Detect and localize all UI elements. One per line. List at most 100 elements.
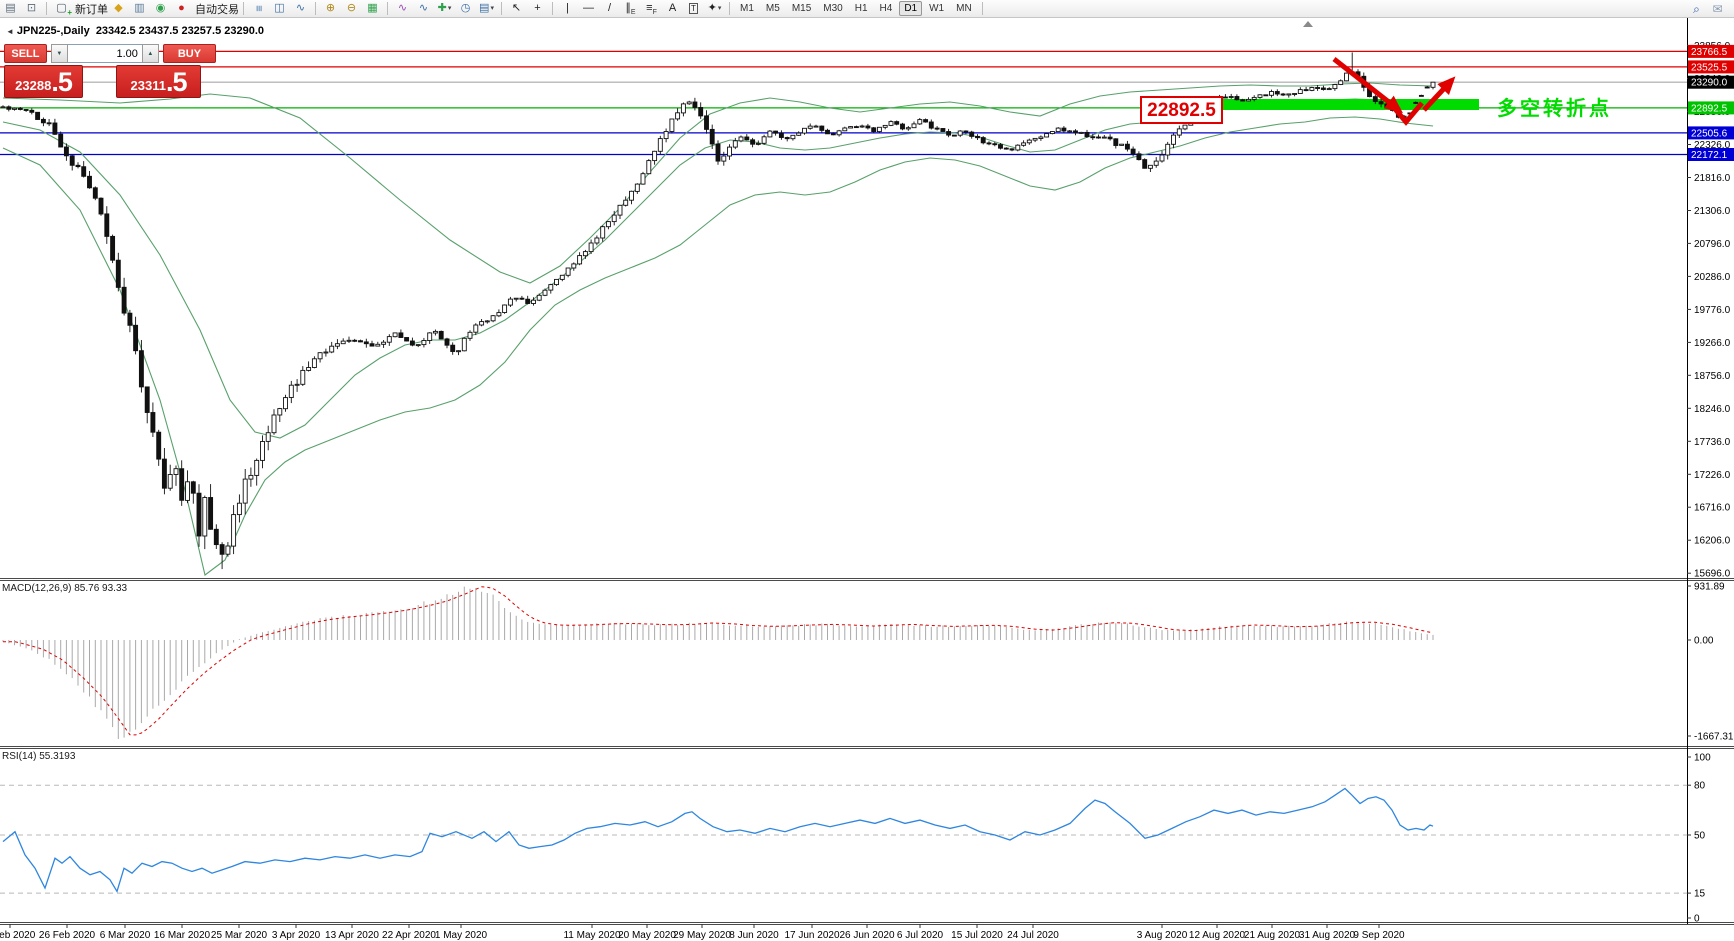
- price-tag: [1688, 148, 1734, 161]
- support-band-annotation[interactable]: [1222, 99, 1479, 110]
- chart-zoom-icon[interactable]: ⊡: [26, 2, 37, 14]
- cursor-icon[interactable]: ↖: [511, 2, 522, 14]
- buy-button[interactable]: BUY: [162, 44, 216, 63]
- toolbar-separator: [501, 2, 502, 15]
- volume-input[interactable]: [67, 44, 142, 63]
- terminal-window-icon[interactable]: ▤: [5, 2, 16, 14]
- chart-symbol-period: JPN225-,Daily: [16, 25, 90, 37]
- search-icon[interactable]: ⌕: [1693, 1, 1700, 16]
- date-label: 16 Mar 2020: [154, 930, 211, 941]
- indicators-icon[interactable]: ∿: [397, 2, 408, 14]
- chart-shift-marker[interactable]: [1303, 21, 1313, 27]
- market-watch-icon[interactable]: ▥: [134, 2, 145, 14]
- price-tag-label: 22892.5: [1691, 103, 1728, 114]
- price-annotation-box[interactable]: 22892.5: [1140, 96, 1223, 124]
- sell-price-int: 23288: [15, 78, 52, 93]
- new-order-icon[interactable]: ▢ +: [56, 2, 72, 17]
- horizontal-line-icon[interactable]: —: [583, 2, 594, 14]
- price-scale-label: 19266.0: [1694, 338, 1731, 349]
- price-tag-label: 23525.5: [1691, 62, 1728, 73]
- autotrading-icon-label[interactable]: 自动交易: [195, 3, 239, 16]
- volume-decrease-button[interactable]: ▼: [50, 44, 68, 63]
- equidistant-channel-icon[interactable]: ∥ E: [625, 2, 636, 17]
- macd-scale-label: 931.89: [1694, 582, 1725, 593]
- macd-scale-label: -1667.31: [1694, 732, 1734, 743]
- toolbar: ▤ ⊡ ▢ + 新订单 ◆ ▥ ◉ ● 自动交易 ≡ ◫ ∿ ⊕ ⊖ ▦ ∿ ∿ ✚ ▾ ◷ ▤ ▾ ↖ + | — / ∥ E ≡ F A T ✦…: [0, 0, 1734, 18]
- date-label: 3 Apr 2020: [272, 930, 321, 941]
- rsi-line: [2, 787, 1434, 893]
- price-tag: [1688, 126, 1734, 140]
- rsi-scale: 100 80 50 15 0: [1687, 753, 1711, 925]
- period-icon[interactable]: ◷: [460, 2, 471, 14]
- signal-icon[interactable]: ◉: [155, 2, 166, 14]
- new-order-icon-label[interactable]: 新订单: [75, 3, 108, 16]
- check-annotation: [1388, 101, 1424, 126]
- date-label: 11 May 2020: [563, 930, 621, 941]
- toolbar-separator: [981, 2, 983, 15]
- price-tags: 23766.5 23525.5 23290.0 22892.5 22505.6 22172…: [1688, 44, 1734, 161]
- macd-scale-label: 0.00: [1694, 636, 1714, 647]
- rsi-layer: [0, 784, 1687, 894]
- shapes-icon[interactable]: ✦ ▾: [707, 2, 722, 14]
- bar-chart-icon[interactable]: ≡: [252, 5, 265, 12]
- toolbar-separator: [315, 2, 316, 15]
- turning-point-annotation[interactable]: 多空转折点: [1497, 98, 1612, 120]
- timeframe-d1-button[interactable]: D1: [899, 1, 923, 16]
- add-indicator-icon[interactable]: ✚ ▾: [437, 2, 452, 14]
- zoom-in-icon[interactable]: ⊕: [325, 2, 336, 14]
- price-scale-label: 19776.0: [1694, 305, 1731, 316]
- crosshair-icon[interactable]: +: [534, 2, 541, 14]
- price-scale-label: 21816.0: [1694, 173, 1731, 184]
- chart-ohlc-readout: 23342.5 23437.5 23257.5 23290.0: [95, 25, 265, 37]
- price-scale-label: 22326.0: [1694, 140, 1731, 151]
- collapse-quote-panel-icon[interactable]: ◄: [6, 27, 14, 36]
- candlestick-icon[interactable]: ◫: [274, 2, 285, 14]
- date-label: 29 May 2020: [673, 930, 731, 941]
- navigator-icon[interactable]: ◆: [114, 2, 123, 14]
- fibonacci-icon[interactable]: ≡ F: [646, 2, 657, 17]
- sell-button[interactable]: SELL: [4, 44, 47, 63]
- line-chart-icon[interactable]: ∿: [295, 2, 306, 14]
- date-label: 6 Jul 2020: [897, 930, 944, 941]
- trendline-icon[interactable]: /: [607, 2, 612, 14]
- vertical-line-icon[interactable]: |: [566, 2, 569, 14]
- price-tag: [1688, 101, 1734, 115]
- annotation-arrows[interactable]: [1332, 57, 1456, 126]
- timeframe-h4-button[interactable]: H4: [879, 3, 893, 14]
- text-icon[interactable]: A: [668, 2, 677, 14]
- toolbar-separator: [46, 2, 47, 15]
- date-label: 1 May 2020: [435, 930, 488, 941]
- text-label-icon[interactable]: T: [689, 3, 698, 14]
- volume-increase-button[interactable]: ▲: [141, 44, 159, 63]
- autotrading-icon[interactable]: ●: [178, 2, 185, 14]
- timeframe-h1-button[interactable]: H1: [854, 3, 868, 14]
- candles-layer: [0, 52, 1436, 570]
- macd-layer: [2, 586, 1434, 739]
- sell-price-tile[interactable]: 23288 .5: [4, 65, 83, 98]
- timeframe-m5-button[interactable]: M5: [765, 3, 780, 14]
- timeframe-w1-button[interactable]: W1: [929, 3, 945, 14]
- timeframe-m1-button[interactable]: M1: [740, 3, 754, 14]
- chat-icon[interactable]: ✉: [1712, 1, 1723, 16]
- tile-windows-icon[interactable]: ▦: [367, 2, 378, 14]
- template-icon[interactable]: ▤ ▾: [479, 2, 494, 14]
- timeframe-mn-button[interactable]: MN: [956, 3, 972, 14]
- rsi-scale-label: 100: [1694, 753, 1711, 764]
- price-tag-label: 22505.6: [1691, 128, 1728, 139]
- date-label: 6 Mar 2020: [100, 930, 151, 941]
- price-scale-label: 15696.0: [1694, 569, 1731, 580]
- macd-scale: 931.89 0.00 -1667.31: [1687, 582, 1734, 743]
- timeframe-m15-button[interactable]: M15: [791, 3, 812, 14]
- price-scale-label: 18756.0: [1694, 371, 1731, 382]
- price-tag: [1688, 60, 1734, 74]
- indicator-window-icon[interactable]: ∿: [418, 2, 429, 14]
- rsi-scale-label: 15: [1694, 889, 1706, 900]
- plus-badge-icon: +: [67, 8, 72, 17]
- price-scale-label: 16716.0: [1694, 503, 1731, 514]
- up-arrow-annotation: [1422, 76, 1456, 112]
- timeframe-m30-button[interactable]: M30: [823, 3, 843, 14]
- buy-price-tile[interactable]: 23311 .5: [116, 65, 201, 98]
- date-label: 3 Aug 2020: [1137, 930, 1188, 941]
- zoom-out-icon[interactable]: ⊖: [346, 2, 357, 14]
